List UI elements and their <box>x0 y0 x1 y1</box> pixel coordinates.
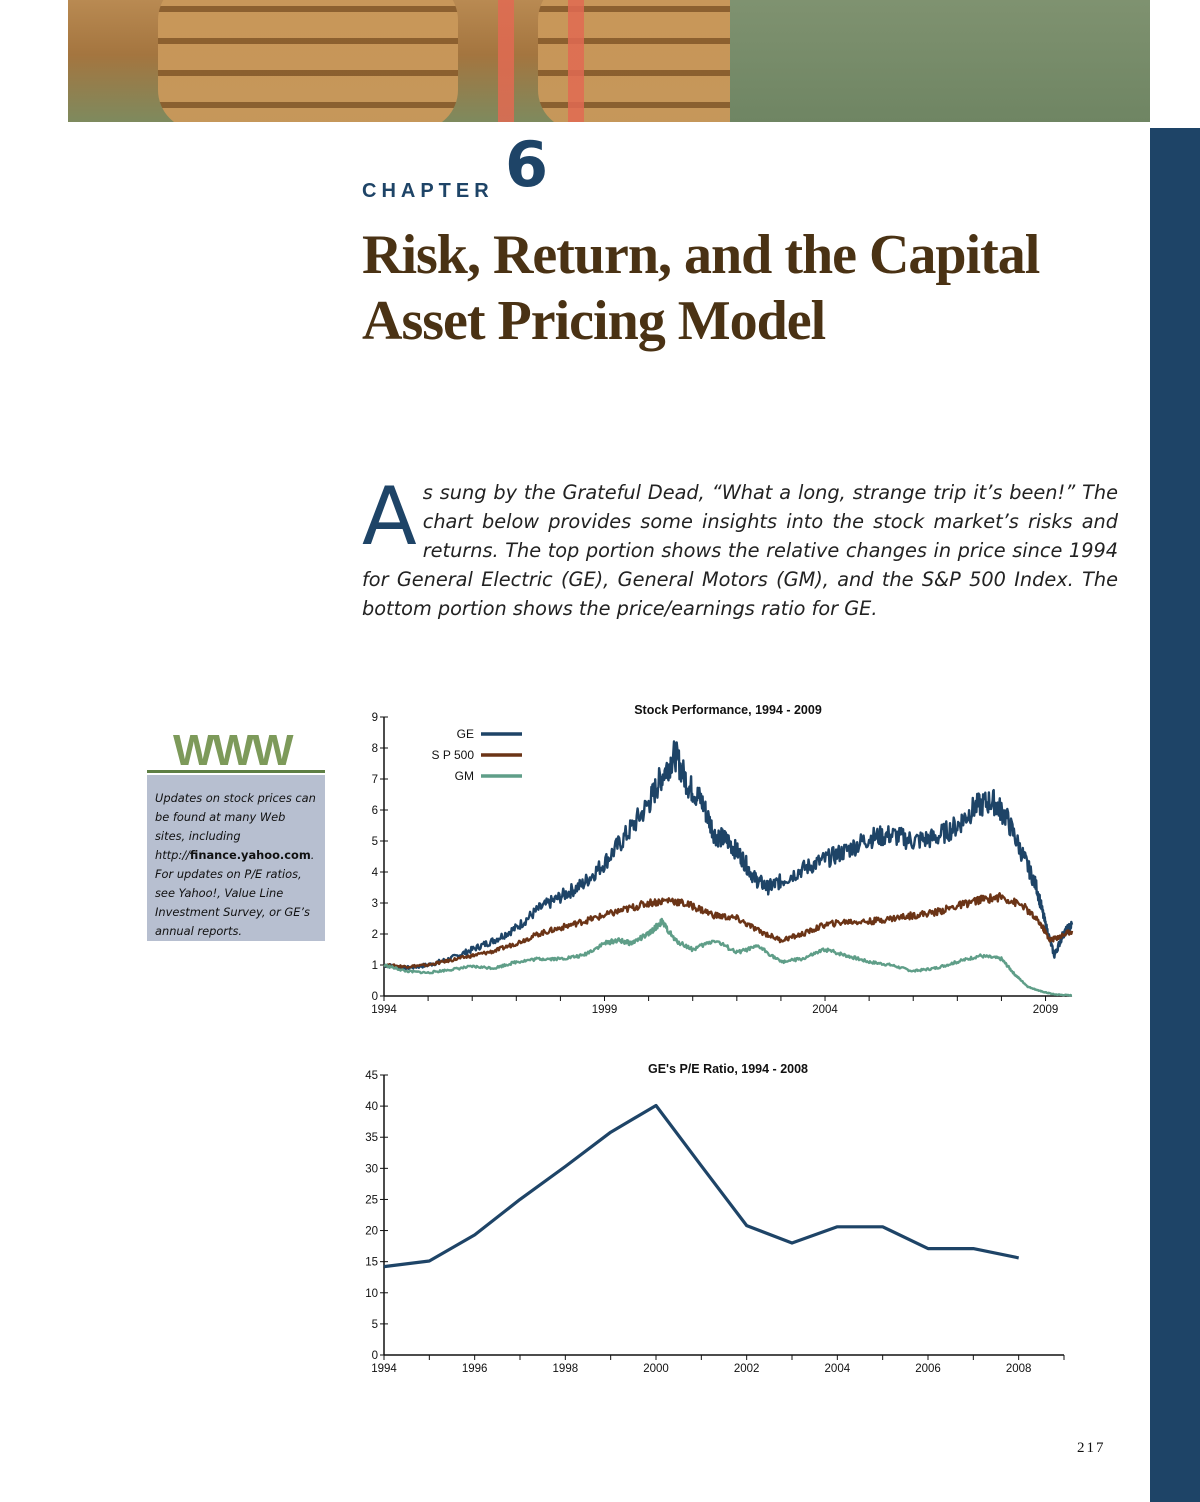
x-tick-label: 2009 <box>1033 1004 1059 1016</box>
legend-label: GM <box>455 769 474 783</box>
y-tick-label: 15 <box>365 1257 378 1269</box>
x-tick-label: 1994 <box>371 1363 397 1375</box>
y-tick-label: 35 <box>365 1132 378 1144</box>
x-tick-label: 2008 <box>1006 1363 1032 1375</box>
chart-title: GE's P/E Ratio, 1994 - 2008 <box>648 1062 808 1076</box>
page-edge-stripe <box>1150 128 1200 1502</box>
background-shape <box>730 0 1150 122</box>
www-note-text: . For updates on P/E ratios, see Yahoo!,… <box>155 848 315 938</box>
header-banner-image <box>68 0 1150 122</box>
x-tick-label: 1996 <box>462 1363 488 1375</box>
www-sidebar: WWW Updates on stock prices can be found… <box>147 728 325 941</box>
y-tick-label: 30 <box>365 1163 378 1175</box>
legend-label: S P 500 <box>432 748 475 762</box>
series-line-s-p-500 <box>383 892 1074 969</box>
x-tick-label: 2006 <box>915 1363 941 1375</box>
x-tick-label: 1999 <box>592 1004 618 1016</box>
www-note: Updates on stock prices can be found at … <box>147 775 325 941</box>
x-tick-label: 2004 <box>825 1363 851 1375</box>
y-tick-label: 25 <box>365 1194 378 1206</box>
y-tick-label: 7 <box>372 774 378 786</box>
y-tick-label: 4 <box>372 867 379 879</box>
y-tick-label: 10 <box>365 1288 378 1300</box>
www-logo: WWW <box>173 726 294 775</box>
y-tick-label: 45 <box>365 1070 378 1082</box>
x-tick-label: 1998 <box>553 1363 579 1375</box>
y-tick-label: 20 <box>365 1226 378 1238</box>
x-tick-label: 1994 <box>371 1004 397 1016</box>
y-tick-label: 3 <box>372 898 378 910</box>
x-tick-label: 2002 <box>734 1363 760 1375</box>
y-tick-label: 0 <box>372 1350 378 1362</box>
page-edge-gap <box>1150 0 1200 128</box>
www-note-link[interactable]: finance.yahoo.com <box>189 848 311 862</box>
y-tick-label: 1 <box>372 960 378 972</box>
chapter-title: Risk, Return, and the Capital Asset Pric… <box>362 224 1040 352</box>
series-line-ge-p-e <box>383 1103 1020 1269</box>
series-line-gm <box>383 917 1073 997</box>
barrel-shape <box>158 0 458 122</box>
y-tick-label: 9 <box>372 712 378 724</box>
chair-shape <box>468 0 588 122</box>
y-tick-label: 2 <box>372 929 378 941</box>
drop-cap: A <box>362 470 417 563</box>
www-note-text: Updates on stock prices can be found at … <box>155 791 316 862</box>
y-tick-label: 40 <box>365 1101 378 1113</box>
x-tick-label: 2004 <box>812 1004 838 1016</box>
x-tick-label: 2000 <box>643 1363 669 1375</box>
divider <box>147 770 325 773</box>
chapter-number: 6 <box>505 128 549 201</box>
series-line-ge <box>383 740 1074 971</box>
y-tick-label: 5 <box>372 836 378 848</box>
legend-label: GE <box>457 727 474 741</box>
y-tick-label: 6 <box>372 805 378 817</box>
intro-text: s sung by the Grateful Dead, “What a lon… <box>362 481 1118 620</box>
chart-title: Stock Performance, 1994 - 2009 <box>634 703 822 717</box>
page-number: 217 <box>1077 1440 1106 1456</box>
y-tick-label: 8 <box>372 743 378 755</box>
chapter-label: CHAPTER <box>362 180 494 202</box>
y-tick-label: 0 <box>372 991 378 1003</box>
y-tick-label: 5 <box>372 1319 378 1331</box>
